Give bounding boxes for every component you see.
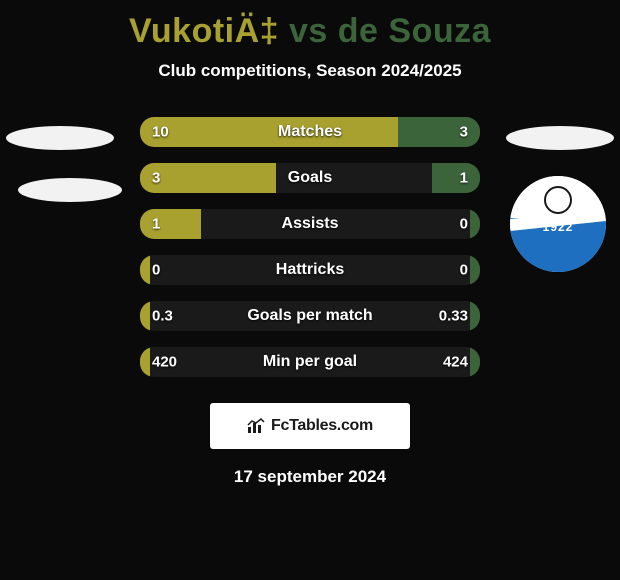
title-left: VukotiÄ‡ (129, 12, 289, 50)
value-right: 0 (460, 216, 468, 233)
bar-left (140, 255, 150, 285)
bar-right (432, 163, 480, 193)
value-right: 424 (443, 354, 468, 371)
bar-right (470, 255, 480, 285)
value-left: 420 (152, 354, 177, 371)
brand-text: FcTables.com (271, 417, 373, 435)
value-right: 0 (460, 262, 468, 279)
footer-date: 17 september 2024 (0, 467, 620, 487)
stat-row: 420 424 Min per goal (0, 339, 620, 385)
page-title: VukotiÄ‡ vs de Souza (0, 0, 620, 51)
stat-row: 3 1 Goals (0, 155, 620, 201)
bar-left (140, 347, 150, 377)
stat-track: 1 0 Assists (140, 209, 480, 239)
stat-track: 10 3 Matches (140, 117, 480, 147)
stat-label: Matches (278, 123, 342, 141)
bar-left (140, 163, 276, 193)
stat-label: Hattricks (276, 261, 344, 279)
stat-row: 1 0 Assists (0, 201, 620, 247)
brand-badge: FcTables.com (210, 403, 410, 449)
chart-icon (247, 418, 265, 434)
stat-track: 3 1 Goals (140, 163, 480, 193)
bar-left (140, 117, 398, 147)
stat-label: Goals (288, 169, 332, 187)
stat-label: Goals per match (247, 307, 372, 325)
value-right: 1 (460, 170, 468, 187)
value-left: 0.3 (152, 308, 173, 325)
bar-left (140, 209, 201, 239)
bar-right (470, 301, 480, 331)
bar-right (470, 347, 480, 377)
value-left: 0 (152, 262, 160, 279)
value-right: 3 (460, 124, 468, 141)
value-left: 1 (152, 216, 160, 233)
bar-right (470, 209, 480, 239)
stat-row: 0.3 0.33 Goals per match (0, 293, 620, 339)
stat-row: 0 0 Hattricks (0, 247, 620, 293)
stat-label: Assists (282, 215, 339, 233)
stat-track: 0 0 Hattricks (140, 255, 480, 285)
stat-track: 0.3 0.33 Goals per match (140, 301, 480, 331)
bar-left (140, 301, 150, 331)
stat-row: 10 3 Matches (0, 109, 620, 155)
title-right: vs de Souza (289, 12, 491, 50)
value-left: 3 (152, 170, 160, 187)
stats-container: 1922 103Matches31Goals10Assists00Hattric… (0, 109, 620, 385)
stat-label: Min per goal (263, 353, 357, 371)
page-subtitle: Club competitions, Season 2024/2025 (0, 61, 620, 81)
value-left: 10 (152, 124, 169, 141)
value-right: 0.33 (439, 308, 468, 325)
stat-track: 420 424 Min per goal (140, 347, 480, 377)
